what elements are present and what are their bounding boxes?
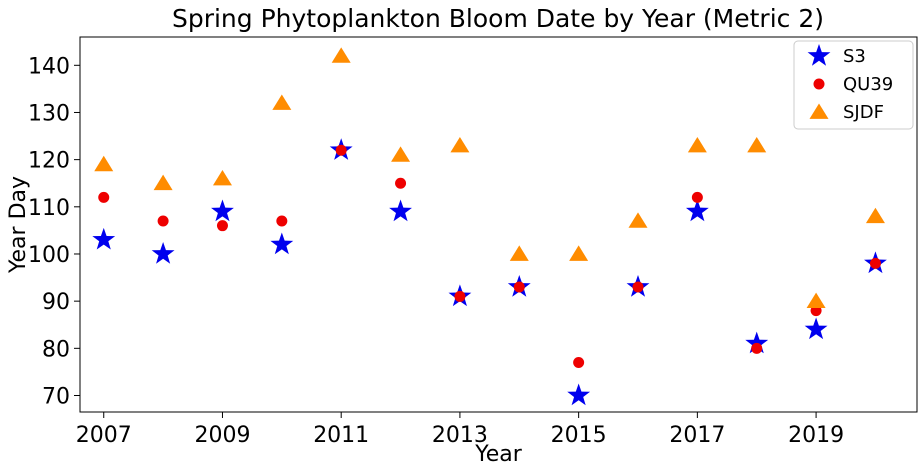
legend-label-sjdf: SJDF — [843, 102, 884, 123]
point-sjdf-2017 — [687, 136, 707, 153]
y-tick-label: 100 — [28, 243, 70, 268]
point-s3-2017 — [685, 199, 709, 222]
point-qu39-2014 — [513, 281, 525, 293]
point-s3-2007 — [92, 227, 116, 250]
point-sjdf-2014 — [509, 245, 529, 261]
point-qu39-2020 — [869, 257, 881, 269]
point-sjdf-2016 — [628, 212, 648, 228]
point-s3-2008 — [151, 241, 175, 264]
point-qu39-2009 — [216, 220, 228, 232]
point-qu39-2011 — [335, 144, 347, 156]
point-qu39-2015 — [573, 356, 585, 368]
point-sjdf-2013 — [450, 136, 470, 153]
point-sjdf-2011 — [331, 47, 351, 63]
y-tick-label: 70 — [42, 384, 70, 409]
legend: S3 QU39 SJDF — [793, 40, 914, 130]
point-sjdf-2008 — [153, 174, 173, 191]
point-sjdf-2018 — [747, 136, 767, 153]
point-qu39-2012 — [395, 177, 407, 189]
point-s3-2010 — [270, 232, 294, 255]
point-qu39-2010 — [276, 215, 288, 227]
x-tick-label: 2013 — [432, 423, 488, 448]
plot-area — [92, 47, 887, 406]
y-tick-label: 110 — [28, 196, 70, 221]
x-tick-label: 2015 — [551, 423, 607, 448]
legend-marker-s3 — [807, 44, 831, 66]
point-s3-2012 — [389, 199, 412, 222]
point-sjdf-2012 — [391, 146, 411, 162]
y-tick-label: 140 — [28, 54, 70, 79]
x-tick-label: 2009 — [194, 423, 250, 448]
y-axis-label: Year Day — [6, 176, 31, 274]
y-tick-label: 90 — [42, 290, 70, 315]
x-tick-label: 2019 — [788, 423, 844, 448]
point-sjdf-2015 — [569, 245, 589, 261]
point-sjdf-2020 — [865, 207, 885, 224]
point-s3-2018 — [745, 331, 769, 354]
point-sjdf-2019 — [806, 292, 826, 308]
legend-marker-qu39 — [813, 78, 825, 90]
series-sjdf — [94, 47, 885, 308]
series-qu39 — [98, 144, 881, 368]
x-tick-label: 2007 — [76, 423, 132, 448]
point-qu39-2016 — [632, 281, 644, 293]
point-sjdf-2010 — [272, 94, 292, 110]
point-sjdf-2009 — [212, 169, 232, 186]
point-qu39-2008 — [157, 215, 169, 227]
point-s3-2019 — [804, 317, 828, 340]
point-qu39-2007 — [98, 191, 110, 203]
chart-title: Spring Phytoplankton Bloom Date by Year … — [172, 4, 824, 33]
legend-label-qu39: QU39 — [843, 74, 893, 95]
point-sjdf-2007 — [94, 155, 114, 172]
point-qu39-2018 — [751, 342, 763, 354]
x-tick-label: 2017 — [669, 423, 725, 448]
point-qu39-2017 — [691, 191, 703, 203]
plot-frame — [79, 36, 918, 413]
series-s3 — [92, 138, 887, 406]
y-tick-label: 80 — [42, 337, 70, 362]
legend-marker-sjdf — [809, 103, 829, 119]
x-axis-label: Year — [474, 442, 523, 467]
y-tick-label: 120 — [28, 149, 70, 174]
x-tick-label: 2011 — [313, 423, 369, 448]
legend-label-s3: S3 — [843, 46, 866, 67]
axes: 2007 2009 2011 2013 2015 2017 2019 70 80 90 100 110… — [28, 54, 844, 448]
point-s3-2015 — [567, 383, 591, 406]
y-tick-label: 130 — [28, 101, 70, 126]
point-qu39-2013 — [454, 290, 466, 302]
point-s3-2009 — [211, 199, 234, 222]
